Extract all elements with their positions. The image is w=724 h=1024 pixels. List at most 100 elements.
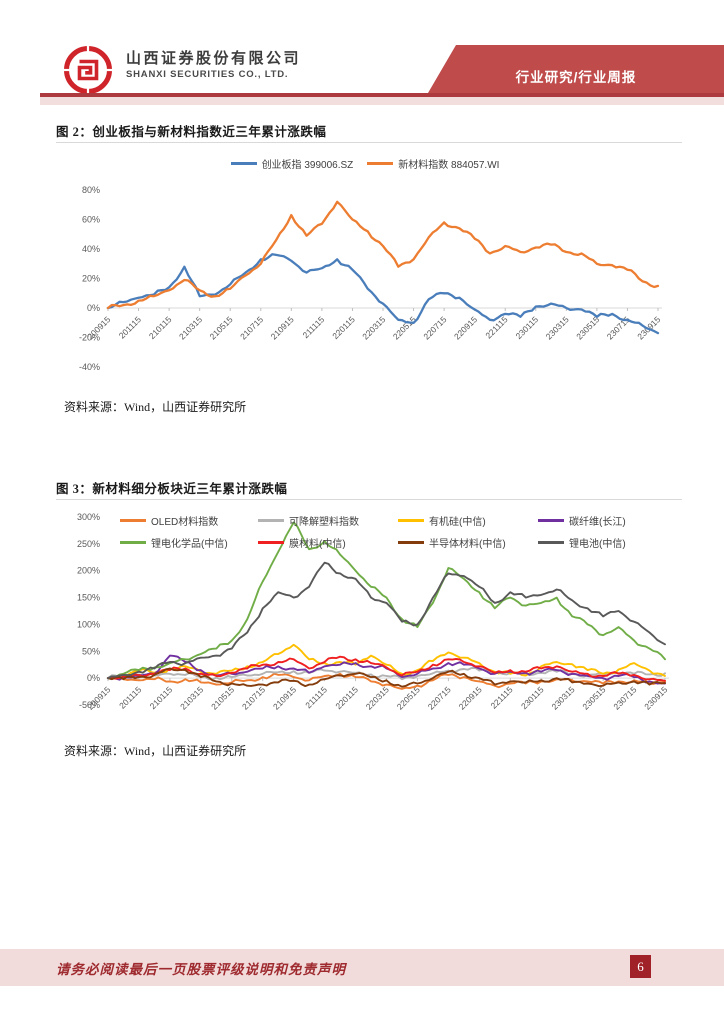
svg-text:20%: 20% bbox=[82, 274, 100, 284]
footer-band bbox=[0, 949, 724, 986]
figure3-legend: OLED材料指数 可降解塑料指数 有机硅(中信) 碳纤维(长江) 锂电化学品(中信) 膜材… bbox=[120, 513, 676, 550]
svg-text:230915: 230915 bbox=[642, 684, 669, 711]
svg-text:230515: 230515 bbox=[580, 684, 607, 711]
legend-line-swatch bbox=[258, 541, 284, 544]
svg-text:-40%: -40% bbox=[79, 362, 100, 372]
svg-text:80%: 80% bbox=[82, 185, 100, 195]
figure2-chart-svg: 80%60%40%20%0%-20%-40%200915 201115 210115… bbox=[79, 185, 663, 372]
legend-label: 创业板指 399006.SZ bbox=[261, 160, 354, 171]
svg-text:220915: 220915 bbox=[457, 684, 484, 711]
svg-text:50%: 50% bbox=[82, 646, 100, 656]
legend-line-swatch bbox=[120, 541, 146, 544]
company-name-en: SHANXI SECURITIES CO., LTD. bbox=[126, 69, 289, 80]
figure2-title: 图 2：创业板指与新材料指数近三年累计涨跌幅 bbox=[56, 125, 327, 139]
svg-text:210715: 210715 bbox=[240, 684, 267, 711]
legend-line-swatch bbox=[367, 162, 394, 165]
svg-text:201115: 201115 bbox=[117, 684, 143, 710]
svg-text:0%: 0% bbox=[87, 673, 100, 683]
legend-line-swatch bbox=[230, 162, 257, 165]
legend-line-swatch bbox=[538, 541, 564, 544]
svg-text:220115: 220115 bbox=[330, 314, 357, 341]
legend-item: 有机硅(中信) bbox=[398, 513, 538, 528]
svg-text:230315: 230315 bbox=[544, 314, 571, 341]
legend-item: 膜材料(中信) bbox=[258, 535, 398, 550]
svg-text:220315: 220315 bbox=[360, 314, 387, 341]
legend-item: 可降解塑料指数 bbox=[258, 513, 398, 528]
svg-text:220315: 220315 bbox=[364, 684, 391, 711]
company-name-block: 山西证券股份有限公司 SHANXI SECURITIES CO., LTD. bbox=[126, 51, 301, 80]
legend-line-swatch bbox=[538, 519, 564, 522]
svg-text:230115: 230115 bbox=[514, 314, 541, 341]
svg-text:150%: 150% bbox=[77, 593, 100, 603]
figure2-title-rule bbox=[56, 142, 682, 143]
page-number-badge: 6 bbox=[630, 955, 651, 978]
svg-text:220515: 220515 bbox=[391, 314, 418, 341]
legend-item: 碳纤维(长江) bbox=[538, 513, 676, 528]
legend-line-swatch bbox=[398, 541, 424, 544]
svg-text:210515: 210515 bbox=[208, 314, 235, 341]
svg-text:230715: 230715 bbox=[611, 684, 638, 711]
legend-item: 创业板指 399006.SZ bbox=[230, 156, 354, 171]
legend-item: 锂电化学品(中信) bbox=[120, 535, 258, 550]
svg-text:100%: 100% bbox=[77, 619, 100, 629]
legend-label: 锂电化学品(中信) bbox=[151, 539, 228, 550]
figure2-legend: 创业板指 399006.SZ 新材料指数 884057.WI bbox=[58, 156, 672, 171]
legend-label: 新材料指数 884057.WI bbox=[398, 160, 500, 171]
legend-label: 可降解塑料指数 bbox=[289, 517, 359, 528]
legend-line-swatch bbox=[258, 519, 284, 522]
svg-text:-50%: -50% bbox=[79, 700, 100, 710]
legend-item: 半导体材料(中信) bbox=[398, 535, 538, 550]
svg-text:220115: 220115 bbox=[333, 684, 360, 711]
shanxi-securities-logo-icon bbox=[62, 44, 114, 96]
legend-item: 锂电池(中信) bbox=[538, 535, 676, 550]
report-type-label: 行业研究/行业周报 bbox=[515, 70, 637, 85]
figure3-chart-svg: 300%250%200%150%100%50%0%-50%200915 20111… bbox=[77, 512, 670, 712]
svg-text:60%: 60% bbox=[82, 215, 100, 225]
legend-line-swatch bbox=[120, 519, 146, 522]
svg-text:200%: 200% bbox=[77, 566, 100, 576]
svg-text:221115: 221115 bbox=[488, 684, 514, 710]
footer-disclaimer: 请务必阅读最后一页股票评级说明和免责声明 bbox=[56, 962, 346, 977]
legend-label: 有机硅(中信) bbox=[429, 517, 486, 528]
svg-text:220715: 220715 bbox=[421, 314, 448, 341]
svg-text:220715: 220715 bbox=[426, 684, 453, 711]
header-pink-band bbox=[40, 97, 724, 105]
figure3-title: 图 3：新材料细分板块近三年累计涨跌幅 bbox=[56, 482, 288, 496]
svg-text:211115: 211115 bbox=[301, 314, 327, 340]
figure3-title-rule bbox=[56, 499, 682, 500]
svg-text:300%: 300% bbox=[77, 512, 100, 522]
svg-text:210315: 210315 bbox=[178, 684, 205, 711]
legend-item: 新材料指数 884057.WI bbox=[367, 156, 499, 171]
figure3-source: 资料来源：Wind，山西证券研究所 bbox=[64, 744, 247, 758]
svg-text:210915: 210915 bbox=[269, 314, 296, 341]
svg-text:40%: 40% bbox=[82, 244, 100, 254]
legend-label: 碳纤维(长江) bbox=[569, 517, 626, 528]
svg-text:210315: 210315 bbox=[177, 314, 204, 341]
legend-item: OLED材料指数 bbox=[120, 513, 258, 528]
legend-label: OLED材料指数 bbox=[151, 517, 219, 528]
svg-text:230315: 230315 bbox=[549, 684, 576, 711]
svg-text:211115: 211115 bbox=[303, 684, 329, 710]
svg-text:-20%: -20% bbox=[79, 333, 100, 343]
svg-text:230515: 230515 bbox=[574, 314, 601, 341]
legend-label: 半导体材料(中信) bbox=[429, 539, 506, 550]
svg-text:230115: 230115 bbox=[519, 684, 546, 711]
svg-text:210915: 210915 bbox=[271, 684, 298, 711]
svg-text:220915: 220915 bbox=[452, 314, 479, 341]
header-rule bbox=[40, 93, 724, 97]
legend-line-swatch bbox=[398, 519, 424, 522]
svg-text:210515: 210515 bbox=[209, 684, 236, 711]
company-name-cn: 山西证券股份有限公司 bbox=[126, 50, 302, 67]
legend-label: 锂电池(中信) bbox=[569, 539, 626, 550]
report-type-banner: 行业研究/行业周报 bbox=[428, 45, 724, 93]
svg-text:210115: 210115 bbox=[147, 314, 174, 341]
figure2-source: 资料来源：Wind，山西证券研究所 bbox=[64, 400, 247, 414]
svg-text:250%: 250% bbox=[77, 539, 100, 549]
figure2-chart: 80% 60% 40% 20% 0% -20% -40% 200915 201115 210115… bbox=[58, 148, 672, 388]
page-number: 6 bbox=[637, 958, 644, 974]
svg-text:210715: 210715 bbox=[238, 314, 265, 341]
figure3-chart: 300% 250% 200% 150% 100% 50% 0% -50% 200915 20111… bbox=[58, 505, 685, 740]
svg-text:201115: 201115 bbox=[117, 314, 143, 340]
svg-text:210115: 210115 bbox=[148, 684, 175, 711]
